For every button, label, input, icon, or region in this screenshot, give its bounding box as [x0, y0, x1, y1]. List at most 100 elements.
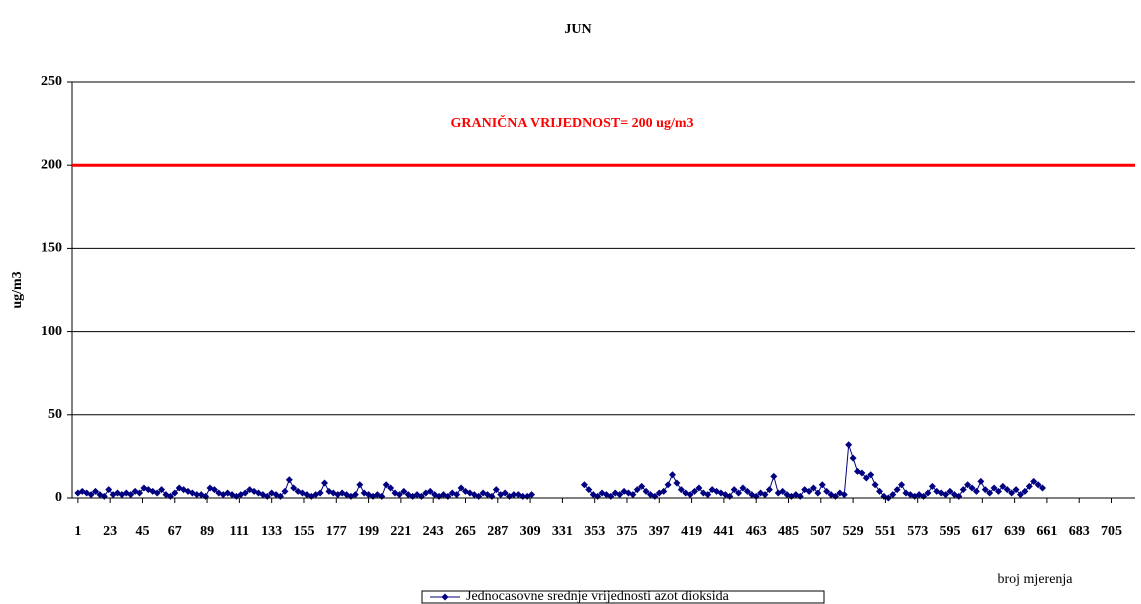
point — [691, 487, 699, 495]
x-tick-label: 155 — [293, 524, 314, 539]
point — [994, 487, 1002, 495]
x-tick-label: 67 — [168, 524, 182, 539]
point — [968, 484, 976, 492]
point — [281, 487, 289, 495]
point — [999, 482, 1007, 490]
point — [942, 491, 950, 499]
point — [964, 481, 972, 489]
x-tick-label: 375 — [616, 524, 637, 539]
point — [849, 454, 857, 462]
point — [871, 481, 879, 489]
point — [739, 484, 747, 492]
point — [809, 484, 817, 492]
point — [136, 489, 144, 497]
point — [91, 487, 99, 495]
point — [981, 486, 989, 494]
point — [818, 481, 826, 489]
point — [695, 484, 703, 492]
y-axis-label: ug/m3 — [10, 271, 25, 308]
point — [321, 479, 329, 487]
threshold-label: GRANIČNA VRIJEDNOST= 200 ug/m3 — [450, 114, 693, 131]
point — [946, 487, 954, 495]
x-tick-label: 551 — [875, 524, 896, 539]
point — [285, 476, 293, 484]
point — [290, 484, 298, 492]
point — [770, 472, 778, 480]
point — [580, 481, 588, 489]
x-tick-label: 683 — [1069, 524, 1090, 539]
point — [823, 487, 831, 495]
x-tick-label: 529 — [843, 524, 864, 539]
point — [356, 481, 364, 489]
point — [761, 491, 769, 499]
point — [105, 486, 113, 494]
y-tick-label: 0 — [55, 490, 62, 505]
x-tick-label: 243 — [423, 524, 444, 539]
point — [765, 486, 773, 494]
x-tick-label: 353 — [584, 524, 605, 539]
point — [845, 441, 853, 449]
x-tick-label: 111 — [230, 524, 249, 539]
point — [814, 489, 822, 497]
point — [351, 491, 359, 499]
x-tick-label: 485 — [778, 524, 799, 539]
legend-box — [421, 590, 825, 604]
point — [686, 491, 694, 499]
x-tick-label: 397 — [649, 524, 670, 539]
x-tick-label: 419 — [681, 524, 702, 539]
point — [158, 486, 166, 494]
y-tick-label: 200 — [41, 157, 62, 172]
point — [457, 484, 465, 492]
point — [193, 491, 201, 499]
point — [633, 486, 641, 494]
x-tick-label: 287 — [487, 524, 508, 539]
point — [664, 481, 672, 489]
point — [928, 482, 936, 490]
x-tick-label: 1 — [74, 524, 81, 539]
point — [876, 487, 884, 495]
point — [153, 489, 161, 497]
point — [805, 487, 813, 495]
point — [1012, 486, 1020, 494]
point — [127, 491, 135, 499]
point — [1003, 486, 1011, 494]
x-tick-label: 309 — [520, 524, 541, 539]
x-tick-label: 265 — [455, 524, 476, 539]
point — [241, 489, 249, 497]
point — [730, 486, 738, 494]
y-tick-label: 250 — [41, 74, 62, 89]
point — [210, 486, 218, 494]
point — [1030, 477, 1038, 485]
point — [395, 491, 403, 499]
point — [87, 491, 95, 499]
x-tick-label: 573 — [907, 524, 928, 539]
x-tick-label: 705 — [1101, 524, 1122, 539]
x-tick-label: 199 — [358, 524, 379, 539]
point — [990, 484, 998, 492]
point — [779, 487, 787, 495]
point — [1034, 481, 1042, 489]
y-tick-label: 50 — [48, 407, 62, 422]
point — [743, 487, 751, 495]
point — [977, 477, 985, 485]
point — [893, 486, 901, 494]
point — [858, 469, 866, 477]
point — [528, 491, 536, 499]
point — [898, 481, 906, 489]
point — [1025, 482, 1033, 490]
point — [972, 487, 980, 495]
legend-label: Jednocasovne srednje vrijednosti azot di… — [466, 589, 730, 604]
point — [642, 487, 650, 495]
x-tick-label: 221 — [390, 524, 411, 539]
point — [585, 486, 593, 494]
x-tick-label: 463 — [746, 524, 767, 539]
point — [638, 482, 646, 490]
point — [510, 491, 518, 499]
point — [677, 486, 685, 494]
point — [501, 489, 509, 497]
x-tick-label: 617 — [972, 524, 993, 539]
point — [840, 491, 848, 499]
x-tick-label: 133 — [261, 524, 282, 539]
point — [924, 489, 932, 497]
